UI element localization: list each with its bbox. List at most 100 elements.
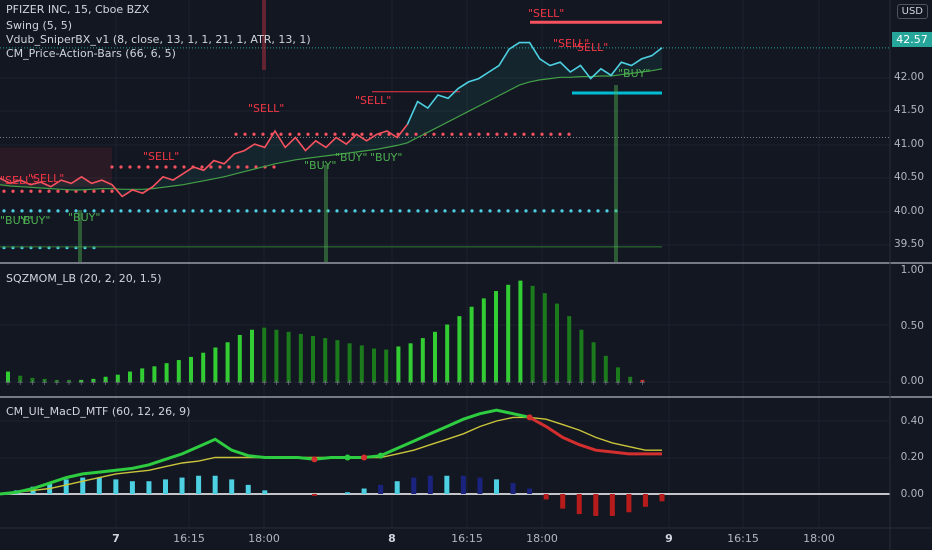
macd-cross-dot (377, 452, 384, 459)
squeeze-dot: + (249, 378, 256, 387)
support-dot (578, 209, 582, 213)
macd-histogram-bar (543, 494, 549, 500)
momentum-bar (567, 316, 572, 382)
indicator-legend-swing[interactable]: Swing (5, 5) (6, 19, 73, 32)
support-dot (101, 209, 105, 213)
resistance-dot (297, 132, 301, 136)
squeeze-dot: + (456, 378, 463, 387)
macd-pane[interactable] (0, 408, 890, 516)
macd-histogram-bar (129, 481, 135, 494)
support-dot (362, 209, 366, 213)
support-dot (110, 209, 114, 213)
macd-histogram-bar (494, 479, 499, 494)
momentum-bar (176, 360, 181, 382)
support-dot (20, 209, 24, 213)
resistance-dot (261, 132, 265, 136)
momentum-bar (213, 347, 218, 382)
support-dot (254, 209, 258, 213)
squeeze-dot: + (444, 378, 451, 387)
support-dot (335, 209, 339, 213)
squeeze-dot: + (480, 378, 487, 387)
support-dot (524, 209, 528, 213)
momentum-bar (372, 348, 376, 382)
squeeze-dot: + (175, 378, 182, 387)
support-dot (164, 209, 168, 213)
momentum-bar (640, 379, 645, 382)
momentum-bar (152, 366, 157, 382)
momentum-bar (433, 331, 437, 382)
momentum-bar (274, 329, 279, 382)
resistance-dot (245, 165, 249, 169)
support-dot (398, 209, 402, 213)
macd-cross-dot (526, 414, 533, 421)
support-dot (209, 209, 213, 213)
sell-signal-label: "SELL" (572, 41, 609, 54)
support-dot (596, 209, 600, 213)
macd-histogram-bar (642, 494, 648, 507)
support-dot (461, 209, 465, 213)
squeeze-dot: + (529, 378, 536, 387)
squeeze-dot: + (5, 378, 12, 387)
macd-histogram-bar (444, 475, 450, 494)
momentum-bar (603, 355, 608, 382)
macd-cross-dot (361, 454, 368, 461)
support-dot (74, 209, 78, 213)
resistance-dot (20, 189, 24, 193)
indicator-legend-sniper[interactable]: Vdub_SniperBX_v1 (8, close, 13, 1, 1, 21… (6, 33, 311, 46)
support-dot (434, 209, 438, 213)
buy-signal-label: "BUY" (618, 67, 651, 80)
support-dot (263, 209, 267, 213)
resistance-dot (342, 132, 346, 136)
currency-button[interactable]: USD (896, 4, 928, 19)
resistance-dot (272, 165, 276, 169)
momentum-bar (201, 352, 206, 382)
resistance-dot (110, 189, 114, 193)
macd-tick: 0.40 (900, 415, 924, 427)
support-dot (38, 209, 42, 213)
price-tick: 41.50 (893, 104, 924, 116)
macd-histogram-bar (163, 479, 168, 494)
resistance-dot (101, 189, 105, 193)
squeeze-dot: + (578, 378, 585, 387)
time-tick: 18:00 (803, 532, 835, 545)
momentum-bar (494, 291, 498, 382)
time-tick: 16:15 (173, 532, 205, 545)
support-dot (29, 209, 33, 213)
squeeze-momentum-pane[interactable]: + + + + + + + + + + + + + + + + + + + + + + + + + + + + + + + + + + + + + + + +… (5, 280, 646, 387)
squeeze-dot: + (615, 378, 622, 387)
resistance-dot (137, 165, 141, 169)
resistance-dot (164, 165, 168, 169)
momentum-bar (420, 338, 425, 382)
resistance-dot (252, 132, 256, 136)
price-pane[interactable] (0, 0, 890, 262)
squeeze-dot: + (273, 378, 280, 387)
support-dot (182, 209, 186, 213)
resistance-dot (468, 132, 472, 136)
resistance-dot (243, 132, 247, 136)
support-dot (218, 209, 222, 213)
support-dot (605, 209, 609, 213)
macd-histogram-bar (477, 477, 483, 494)
squeeze-dot: + (53, 378, 60, 387)
momentum-bar (286, 331, 291, 382)
macd-tick: 0.20 (900, 451, 924, 463)
resistance-dot (477, 132, 481, 136)
momentum-bar (237, 334, 242, 382)
squeeze-dot: + (212, 378, 219, 387)
support-dot (2, 209, 6, 213)
support-dot (551, 209, 555, 213)
support-dot (425, 209, 429, 213)
squeeze-dot: + (200, 378, 207, 387)
support-dot (515, 209, 519, 213)
momentum-bar (18, 375, 23, 382)
signal-bar (78, 210, 82, 262)
squeeze-dot: + (383, 378, 390, 387)
sqzmom-title[interactable]: SQZMOM_LB (20, 2, 20, 1.5) (6, 272, 162, 285)
support-dot (506, 209, 510, 213)
time-tick: 8 (388, 532, 396, 545)
macd-title[interactable]: CM_Ult_MacD_MTF (60, 12, 26, 9) (6, 405, 191, 418)
symbol-title[interactable]: PFIZER INC, 15, Cboe BZX (6, 3, 150, 16)
squeeze-dot: + (627, 378, 634, 387)
indicator-legend-pab[interactable]: CM_Price-Action-Bars (66, 6, 5) (6, 47, 176, 60)
